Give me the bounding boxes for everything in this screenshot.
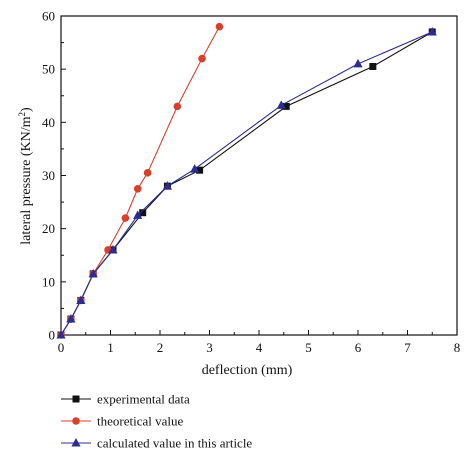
x-tick-label: 5 xyxy=(305,340,312,355)
series-line-square xyxy=(60,31,433,336)
x-tick-label: 2 xyxy=(157,340,164,355)
data-point-circle xyxy=(173,102,182,111)
series-circle xyxy=(57,22,224,339)
legend-item: calculated value in this article xyxy=(61,436,252,451)
legend-label: theoretical value xyxy=(97,414,183,429)
y-tick-label: 60 xyxy=(42,9,55,24)
data-point-circle xyxy=(143,169,152,177)
series-square xyxy=(57,28,436,339)
y-axis-title-end: ) xyxy=(19,107,34,112)
axis-ticks: 0 1 2 3 4 5 6 7 8 0 10 20 30 40 50 60 xyxy=(42,9,460,356)
legend-marker-square xyxy=(72,395,80,403)
x-tick-label: 3 xyxy=(206,340,213,355)
data-point-square xyxy=(196,166,204,174)
data-point-triangle xyxy=(190,164,200,173)
data-point-triangle xyxy=(88,268,98,278)
y-tick-label: 20 xyxy=(42,221,55,236)
y-tick-label: 10 xyxy=(42,274,55,289)
data-point-triangle xyxy=(162,181,173,190)
data-point-triangle xyxy=(56,330,66,339)
data-point-square xyxy=(139,209,147,217)
data-point-triangle xyxy=(353,58,363,68)
data-point-triangle xyxy=(133,210,143,219)
x-tick-label: 7 xyxy=(404,340,411,355)
series-layer xyxy=(56,22,437,339)
x-tick-label: 0 xyxy=(58,340,65,355)
x-axis-title: deflection (mm) xyxy=(202,363,293,378)
series-line-triangle xyxy=(60,31,433,336)
legend-item: theoretical value xyxy=(61,414,183,429)
data-point-circle xyxy=(121,214,130,222)
series-line-circle xyxy=(60,26,220,336)
data-point-circle xyxy=(133,184,142,193)
data-point-circle xyxy=(198,54,206,63)
series-triangle xyxy=(56,26,437,339)
legend-item: experimental data xyxy=(61,392,190,407)
data-point-triangle xyxy=(66,314,76,323)
y-axis-title-sup: 2 xyxy=(17,112,27,117)
x-tick-label: 4 xyxy=(256,340,263,355)
data-point-triangle xyxy=(427,26,437,36)
legend-label: experimental data xyxy=(97,392,190,407)
y-tick-label: 40 xyxy=(42,115,55,130)
data-point-square xyxy=(282,102,290,110)
x-tick-label: 6 xyxy=(355,340,362,355)
plot-frame xyxy=(60,15,458,336)
data-point-triangle xyxy=(276,100,286,109)
y-tick-label: 50 xyxy=(42,62,55,77)
legend: experimental data theoretical value calcul… xyxy=(61,392,252,451)
data-point-square xyxy=(369,63,377,71)
data-point-triangle xyxy=(108,244,118,254)
y-axis-title: lateral pressure (KN/m2) xyxy=(17,107,34,245)
y-tick-label: 30 xyxy=(42,168,55,183)
y-tick-label: 0 xyxy=(49,328,56,343)
y-axis-title-main: lateral pressure (KN/m xyxy=(19,116,34,244)
legend-marker-circle xyxy=(72,417,80,425)
data-point-circle xyxy=(215,22,224,31)
data-point-triangle xyxy=(76,295,86,304)
legend-marker-triangle xyxy=(71,438,81,447)
legend-label: calculated value in this article xyxy=(97,436,252,451)
x-tick-label: 1 xyxy=(107,340,114,355)
x-tick-label: 8 xyxy=(454,340,461,355)
